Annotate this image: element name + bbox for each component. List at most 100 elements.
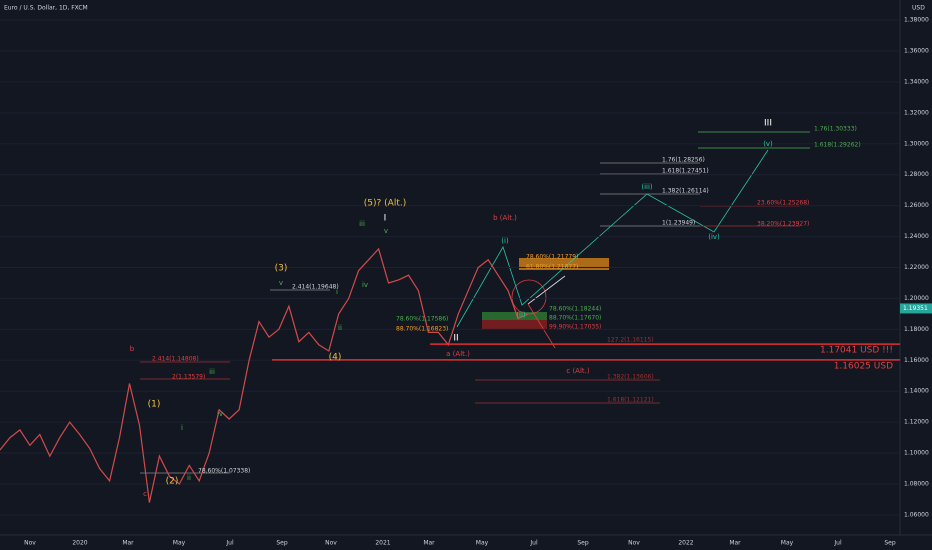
wave-label: ii: [338, 324, 342, 332]
x-tick-label: Sep: [884, 540, 896, 547]
y-tick-label: 1.38000: [904, 17, 929, 24]
level-label: 1.17041 USD !!!: [820, 346, 893, 356]
wave-label: iv: [217, 410, 223, 418]
y-axis-label: USD: [912, 5, 925, 12]
y-tick-label: 1.22000: [904, 264, 929, 271]
fib-label: 1.618(1.12121): [607, 397, 654, 404]
wave-label: iii: [209, 368, 215, 376]
wave-label: (2): [166, 477, 179, 487]
fib-label: 61.80%(1.21077): [526, 264, 578, 271]
fib-label: 88.70%(1.16823): [396, 326, 448, 333]
y-tick-label: 1.16000: [904, 357, 929, 364]
y-tick-label: 1.08000: [904, 480, 929, 487]
wave-label: (4): [329, 353, 342, 363]
x-tick-label: May: [781, 540, 794, 547]
fib-label: 2.414(1.14808): [152, 356, 199, 363]
fib-label: 78.60%(1.21779): [526, 254, 578, 261]
wave-label: i: [336, 288, 338, 296]
wave-label: (iv): [708, 233, 720, 241]
fib-label: 2(1.13579): [172, 374, 205, 381]
price-tag: [900, 303, 932, 314]
wave-label: ii: [187, 474, 191, 482]
y-tick-label: 1.30000: [904, 140, 929, 147]
y-tick-label: 1.14000: [904, 388, 929, 395]
x-tick-label: Nov: [24, 540, 36, 547]
x-tick-label: 2022: [678, 540, 693, 547]
x-tick-label: Jul: [529, 540, 538, 547]
fib-zone: [482, 312, 547, 320]
fib-label: 1.382(1.13606): [607, 374, 654, 381]
drawings: [140, 131, 810, 474]
fib-label: 1.618(1.27451): [662, 168, 709, 175]
fib-label: 78.60%(1.17586): [396, 316, 448, 323]
wave-label: (i): [501, 237, 509, 245]
wave-label: (ii): [516, 311, 526, 319]
fib-zone: [482, 320, 547, 329]
y-tick-label: 1.28000: [904, 171, 929, 178]
y-tick-label: 1.10000: [904, 450, 929, 457]
fib-label: 38.20%(1.23927): [757, 221, 809, 228]
price-line: [0, 247, 529, 503]
wave-label: a (Alt.): [446, 350, 470, 358]
x-tick-label: Sep: [577, 540, 589, 547]
wave-label: (3): [275, 264, 288, 274]
level-label: 1.16025 USD: [834, 361, 893, 371]
fib-label: 78.60%(1.07338): [198, 468, 250, 475]
wave-label: III: [764, 119, 772, 129]
chart-title: Euro / U.S. Dollar, 1D, FXCM: [4, 5, 88, 12]
arrow: [527, 275, 566, 305]
wave-label: i: [181, 424, 183, 432]
fib-label: 1.382(1.26114): [662, 188, 709, 195]
x-tick-label: 2020: [72, 540, 87, 547]
y-tick-label: 1.36000: [904, 48, 929, 55]
x-tick-label: Mar: [729, 540, 741, 547]
y-tick-label: 1.26000: [904, 202, 929, 209]
wave-label: (v): [763, 140, 773, 148]
fib-label: 88.70%(1.17670): [549, 315, 601, 322]
wave-label: c: [143, 490, 147, 498]
fib-label: 99.90%(1.17035): [549, 324, 601, 331]
wave-label: I: [384, 214, 387, 224]
y-tick-label: 1.24000: [904, 233, 929, 240]
wave-label: (iii): [641, 183, 653, 191]
x-tick-label: May: [476, 540, 489, 547]
fib-label: 1.618(1.29262): [814, 142, 861, 149]
x-tick-label: Nov: [325, 540, 337, 547]
y-tick-label: 1.12000: [904, 419, 929, 426]
x-tick-label: Jul: [225, 540, 234, 547]
x-tick-label: Sep: [276, 540, 288, 547]
arrow: [527, 303, 556, 349]
y-tick-label: 1.18000: [904, 326, 929, 333]
y-tick-label: 1.20000: [904, 295, 929, 302]
wave-label: b (Alt.): [493, 214, 517, 222]
x-tick-label: Mar: [122, 540, 134, 547]
highlight-circle: [511, 279, 547, 315]
wave-label: (1): [148, 400, 161, 410]
y-tick-label: 1.06000: [904, 511, 929, 518]
wave-label: v: [279, 279, 283, 287]
wave-label: (5)? (Alt.): [364, 199, 406, 209]
x-tick-label: 2021: [375, 540, 390, 547]
x-tick-label: Nov: [628, 540, 640, 547]
wave-label: II: [453, 334, 458, 344]
fib-label: 23.60%(1.25268): [757, 200, 809, 207]
y-tick-label: 1.32000: [904, 109, 929, 116]
x-tick-label: Mar: [423, 540, 435, 547]
x-tick-label: Jul: [833, 540, 842, 547]
wave-path: [456, 149, 769, 328]
wave-label: c (Alt.): [566, 367, 590, 375]
y-tick-label: 1.34000: [904, 78, 929, 85]
fib-label: 1.76(1.28256): [662, 157, 705, 164]
fib-label: 2.414(1.19648): [292, 284, 339, 291]
wave-label: iv: [362, 281, 368, 289]
fib-label: 1.76(1.30333): [814, 126, 857, 133]
price-tag-label: 1.19351: [903, 305, 928, 312]
fib-label: 127.2(1.16115): [607, 337, 654, 344]
fib-label: 78.60%(1.18244): [549, 306, 601, 313]
x-tick-label: May: [173, 540, 186, 547]
wave-label: v: [384, 227, 388, 235]
wave-label: iii: [359, 220, 365, 228]
